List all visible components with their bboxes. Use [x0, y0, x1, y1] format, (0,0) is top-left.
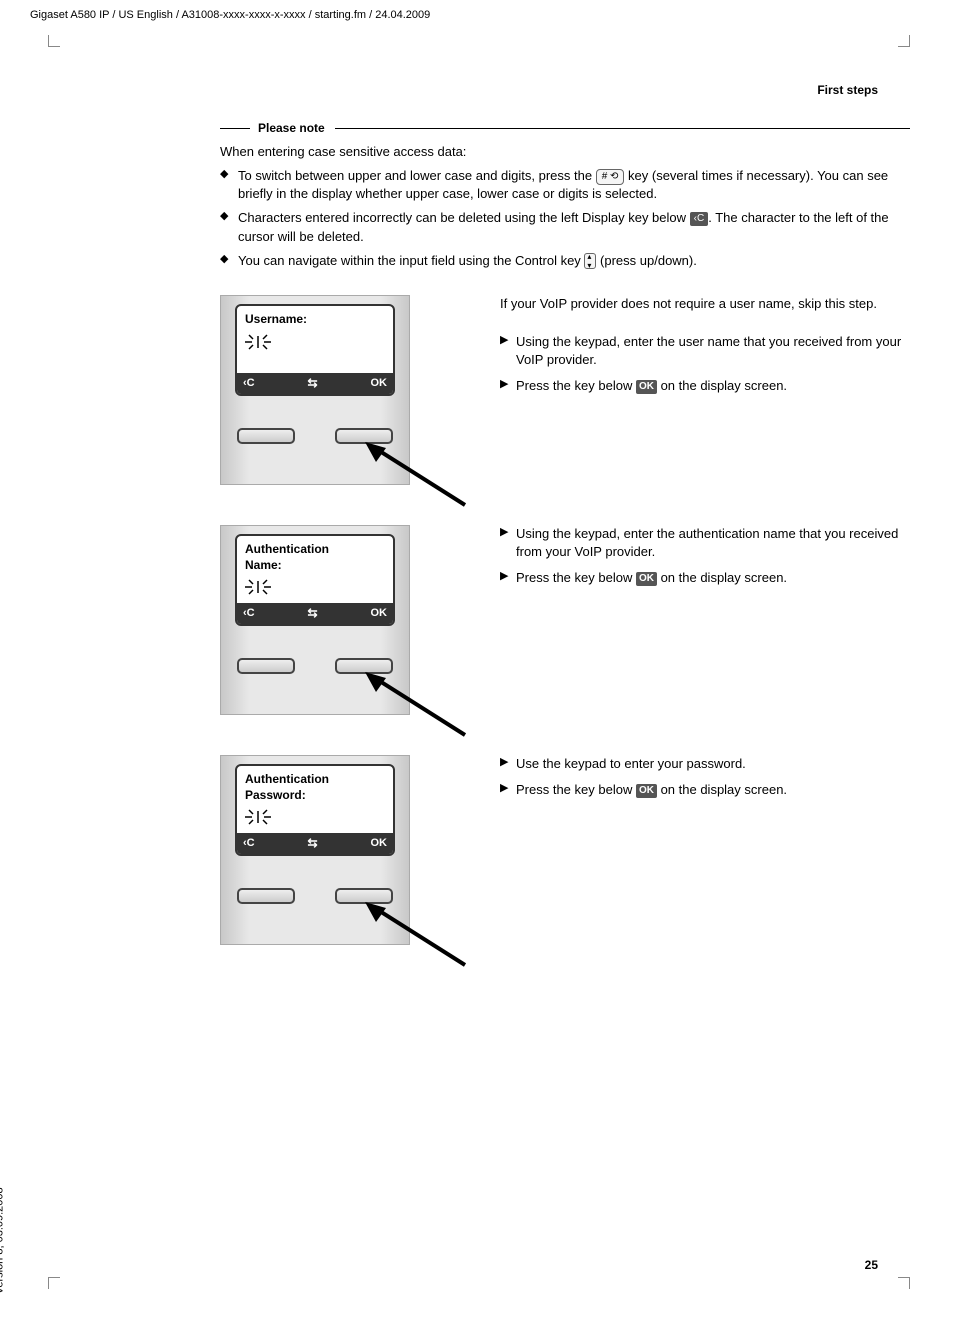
phone-illustration: Username: ‹C ⇆ OK — [220, 295, 460, 505]
phone-illustration: AuthenticationPassword: ‹C ⇆ OK — [220, 755, 460, 965]
arrow-bullet-icon: ▶ — [500, 781, 516, 799]
softkey-right: OK — [370, 836, 387, 851]
document-header: Gigaset A580 IP / US English / A31008-xx… — [30, 8, 430, 23]
softkey-mid: ⇆ — [308, 375, 318, 392]
instruction-item: ▶Press the key below OK on the display s… — [500, 377, 910, 395]
instruction-text: Using the keypad, enter the authenticati… — [516, 525, 910, 561]
cursor-blink-icon — [241, 575, 273, 597]
ok-softkey: OK — [636, 572, 657, 586]
note-bullet: ◆To switch between upper and lower case … — [220, 167, 910, 203]
cursor-blink-icon — [241, 330, 273, 352]
crop-mark — [50, 30, 68, 48]
hash-key: # ⟲ — [596, 169, 625, 185]
note-bullet: ◆Characters entered incorrectly can be d… — [220, 209, 910, 245]
softkey-bar: ‹C ⇆ OK — [237, 833, 393, 854]
hardware-softkey-left — [237, 428, 295, 444]
instruction-text: Press the key below OK on the display sc… — [516, 377, 910, 395]
step-text: If your VoIP provider does not require a… — [460, 295, 910, 505]
crop-mark — [890, 1276, 908, 1294]
softkey-left: ‹C — [243, 606, 255, 621]
softkey-left: ‹C — [243, 836, 255, 851]
crop-mark — [50, 1276, 68, 1294]
rule-left — [220, 128, 250, 129]
softkey-mid: ⇆ — [308, 605, 318, 622]
instruction-text: Using the keypad, enter the user name th… — [516, 333, 910, 369]
note-intro: When entering case sensitive access data… — [220, 143, 910, 161]
arrow-bullet-icon: ▶ — [500, 755, 516, 773]
arrow-bullet-icon: ▶ — [500, 377, 516, 395]
instruction-text: Press the key below OK on the display sc… — [516, 569, 910, 587]
step-intro: If your VoIP provider does not require a… — [500, 295, 910, 313]
step-row: Username: ‹C ⇆ OK If your VoIP provider do… — [220, 295, 910, 505]
screen-label: Name: — [245, 558, 385, 574]
softkey-right: OK — [370, 376, 387, 391]
bullet-diamond-icon: ◆ — [220, 252, 238, 270]
instruction-item: ▶Use the keypad to enter your password. — [500, 755, 910, 773]
phone-screen: AuthenticationName: ‹C ⇆ OK — [235, 534, 395, 626]
softkey-bar: ‹C ⇆ OK — [237, 603, 393, 624]
arrow-bullet-icon: ▶ — [500, 525, 516, 561]
step-text: ▶Using the keypad, enter the authenticat… — [460, 525, 910, 735]
step-text: ▶Use the keypad to enter your password.▶… — [460, 755, 910, 965]
arrow-bullet-icon: ▶ — [500, 569, 516, 587]
bullet-diamond-icon: ◆ — [220, 209, 238, 245]
softkey-bar: ‹C ⇆ OK — [237, 373, 393, 394]
screen-label: Authentication — [245, 542, 385, 558]
pointer-arrow-icon — [360, 900, 470, 970]
note-bullet: ◆You can navigate within the input field… — [220, 252, 910, 270]
step-row: AuthenticationPassword: ‹C ⇆ OK ▶Use the k… — [220, 755, 910, 965]
phone-screen: AuthenticationPassword: ‹C ⇆ OK — [235, 764, 395, 856]
bullet-diamond-icon: ◆ — [220, 167, 238, 203]
note-block: Please note When entering case sensitive… — [220, 120, 910, 270]
screen-label: Password: — [245, 788, 385, 804]
bullet-text: You can navigate within the input field … — [238, 252, 910, 270]
delete-softkey: ‹C — [690, 212, 709, 226]
softkey-right: OK — [370, 606, 387, 621]
control-key-icon — [584, 253, 596, 269]
instruction-text: Use the keypad to enter your password. — [516, 755, 910, 773]
phone-illustration: AuthenticationName: ‹C ⇆ OK — [220, 525, 460, 735]
ok-softkey: OK — [636, 380, 657, 394]
ok-softkey: OK — [636, 784, 657, 798]
version-footer: Version 8, 03.09.2008 — [0, 1187, 8, 1294]
phone-screen: Username: ‹C ⇆ OK — [235, 304, 395, 396]
instruction-item: ▶Press the key below OK on the display s… — [500, 781, 910, 799]
hardware-softkey-left — [237, 658, 295, 674]
rule-right — [335, 128, 910, 129]
screen-label: Authentication — [245, 772, 385, 788]
step-row: AuthenticationName: ‹C ⇆ OK ▶Using the key… — [220, 525, 910, 735]
pointer-arrow-icon — [360, 440, 470, 510]
softkey-mid: ⇆ — [308, 835, 318, 852]
section-heading: First steps — [817, 82, 878, 99]
instruction-item: ▶Using the keypad, enter the user name t… — [500, 333, 910, 369]
softkey-left: ‹C — [243, 376, 255, 391]
screen-label: Username: — [245, 312, 385, 328]
bullet-text: Characters entered incorrectly can be de… — [238, 209, 910, 245]
note-title: Please note — [258, 120, 325, 137]
cursor-blink-icon — [241, 805, 273, 827]
instruction-item: ▶Press the key below OK on the display s… — [500, 569, 910, 587]
pointer-arrow-icon — [360, 670, 470, 740]
page-number: 25 — [865, 1257, 878, 1274]
instruction-text: Press the key below OK on the display sc… — [516, 781, 910, 799]
instruction-item: ▶Using the keypad, enter the authenticat… — [500, 525, 910, 561]
crop-mark — [890, 30, 908, 48]
hardware-softkey-left — [237, 888, 295, 904]
bullet-text: To switch between upper and lower case a… — [238, 167, 910, 203]
arrow-bullet-icon: ▶ — [500, 333, 516, 369]
